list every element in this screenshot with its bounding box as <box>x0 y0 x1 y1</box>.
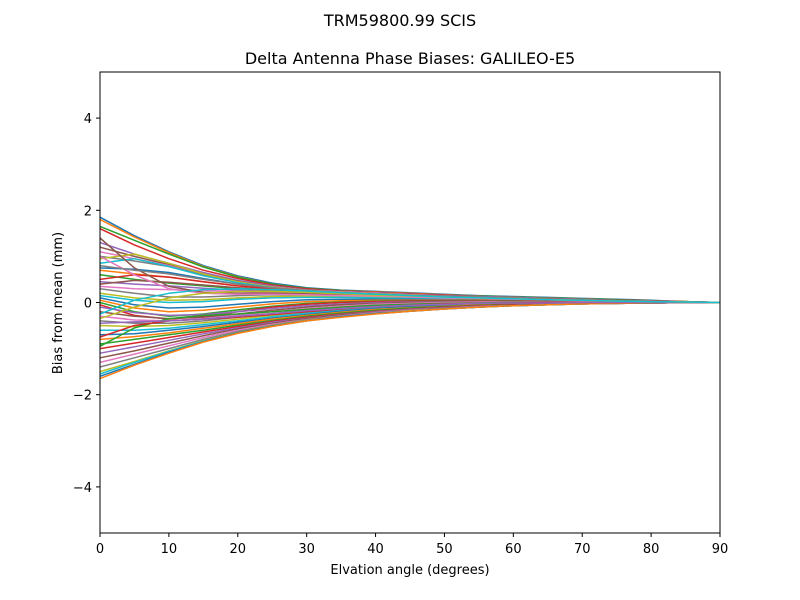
x-axis-label: Elvation angle (degrees) <box>330 563 489 578</box>
x-tick-label: 30 <box>298 542 315 557</box>
plot-area-frame <box>99 71 721 534</box>
tick-layer: 0 10 20 30 40 50 60 70 80 90 −4 −2 0 2 4 <box>73 112 728 557</box>
x-tick-label: 0 <box>96 542 104 557</box>
y-tick-label: −4 <box>73 481 92 496</box>
x-tick-label: 40 <box>367 542 384 557</box>
x-tick-label: 50 <box>436 542 453 557</box>
y-tick-label: 4 <box>84 112 92 127</box>
y-axis-label: Bias from mean (mm) <box>51 232 66 374</box>
chart-title: Delta Antenna Phase Biases: GALILEO-E5 <box>245 49 575 68</box>
y-tick-label: 2 <box>84 204 92 219</box>
series-line-42 <box>99 301 720 380</box>
y-tick-label: −2 <box>73 389 92 404</box>
figure-suptitle: TRM59800.99 SCIS <box>323 11 476 30</box>
series-line-50 <box>99 287 721 315</box>
x-tick-label: 10 <box>161 542 178 557</box>
x-tick-label: 90 <box>712 542 729 557</box>
x-tick-label: 70 <box>574 542 591 557</box>
y-tick-label: 0 <box>84 297 92 312</box>
x-tick-label: 20 <box>230 542 247 557</box>
series-layer <box>99 216 721 380</box>
series-line-45 <box>99 301 720 324</box>
x-tick-label: 80 <box>643 542 660 557</box>
x-tick-label: 60 <box>505 542 522 557</box>
